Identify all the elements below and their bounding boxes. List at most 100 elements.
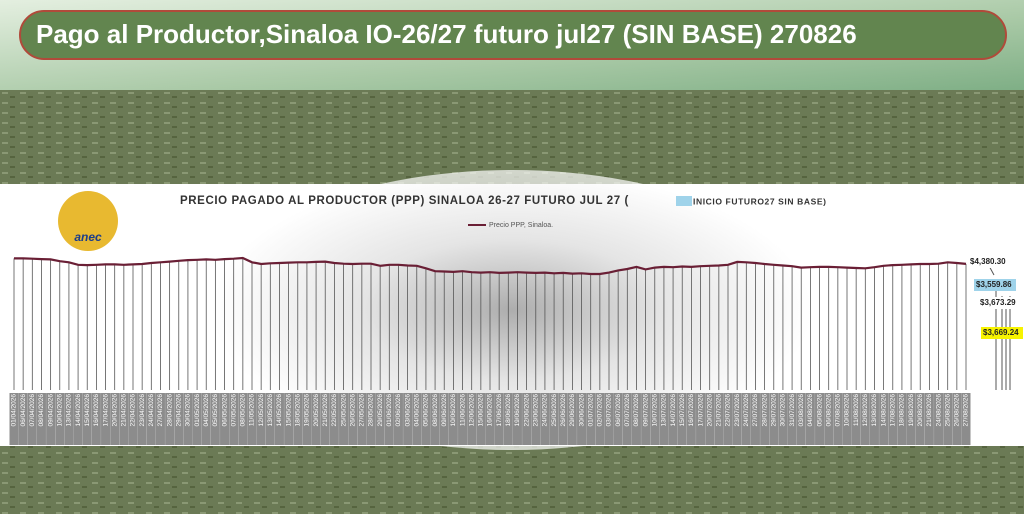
legend-box-text: INICIO FUTURO27 SIN BASE) — [693, 196, 827, 206]
x-tick-label: 01/05/2026 — [194, 394, 201, 427]
x-tick-label: 19/05/2026 — [304, 394, 311, 427]
x-label-bg — [339, 393, 349, 445]
x-label-bg — [869, 393, 879, 445]
x-tick-label: 06/05/2026 — [221, 394, 228, 427]
x-label-bg — [174, 393, 184, 445]
x-label-bg — [448, 393, 458, 445]
chart-title: PRECIO PAGADO AL PRODUCTOR (PPP) SINALOA… — [180, 195, 629, 207]
x-tick-label: 05/08/2026 — [816, 394, 823, 427]
x-tick-label: 20/07/2026 — [706, 394, 713, 427]
annotation-box — [978, 297, 1020, 309]
x-tick-label: 25/05/2026 — [340, 394, 347, 427]
x-label-bg — [458, 393, 468, 445]
x-label-bg — [732, 393, 742, 445]
x-tick-label: 13/07/2026 — [661, 394, 668, 427]
x-label-bg — [952, 393, 962, 445]
x-tick-label: 21/04/2026 — [121, 394, 128, 427]
x-tick-label: 16/04/2026 — [93, 394, 100, 427]
x-label-bg — [128, 393, 138, 445]
x-label-bg — [238, 393, 248, 445]
x-tick-label: 21/08/2026 — [926, 394, 933, 427]
x-label-bg — [934, 393, 944, 445]
x-label-bg — [531, 393, 541, 445]
x-tick-label: 29/06/2026 — [569, 394, 576, 427]
banner-title: Pago al Productor,Sinaloa IO-26/27 futur… — [36, 19, 857, 49]
x-tick-label: 27/08/2026 — [963, 394, 970, 427]
x-label-bg — [787, 393, 797, 445]
x-label-bg — [961, 393, 971, 445]
x-tick-label: 29/05/2026 — [377, 394, 384, 427]
x-label-bg — [284, 393, 294, 445]
x-label-bg — [769, 393, 779, 445]
x-label-bg — [897, 393, 907, 445]
x-label-bg — [91, 393, 101, 445]
x-label-bg — [622, 393, 632, 445]
x-tick-label: 12/05/2026 — [258, 394, 265, 427]
x-label-bg — [750, 393, 760, 445]
x-label-bg — [494, 393, 504, 445]
x-label-bg — [155, 393, 165, 445]
annotation-label: $3,673.29 — [980, 298, 1016, 307]
x-tick-label: 10/08/2026 — [844, 394, 851, 427]
x-tick-label: 20/08/2026 — [917, 394, 924, 427]
x-label-bg — [595, 393, 605, 445]
x-tick-label: 04/05/2026 — [203, 394, 210, 427]
annotation-label: $4,380.30 — [970, 257, 1006, 266]
x-label-bg — [302, 393, 312, 445]
x-tick-label: 18/05/2026 — [294, 394, 301, 427]
annotation-label: $3,559.86 — [976, 280, 1012, 289]
x-tick-label: 03/07/2026 — [606, 394, 613, 427]
x-label-bg — [659, 393, 669, 445]
x-label-bg — [522, 393, 532, 445]
x-label-bg — [384, 393, 394, 445]
x-tick-label: 23/06/2026 — [532, 394, 539, 427]
x-label-bg — [604, 393, 614, 445]
x-label-bg — [815, 393, 825, 445]
x-label-bg — [512, 393, 522, 445]
x-label-bg — [686, 393, 696, 445]
x-tick-label: 16/07/2026 — [688, 394, 695, 427]
logo — [58, 191, 118, 251]
x-label-bg — [577, 393, 587, 445]
x-tick-label: 15/04/2026 — [84, 394, 91, 427]
x-label-bg — [796, 393, 806, 445]
x-tick-label: 25/06/2026 — [551, 394, 558, 427]
x-tick-label: 10/06/2026 — [450, 394, 457, 427]
x-tick-label: 19/06/2026 — [514, 394, 521, 427]
x-tick-label: 17/08/2026 — [889, 394, 896, 427]
x-label-bg — [9, 393, 19, 445]
x-tick-label: 04/08/2026 — [807, 394, 814, 427]
x-label-bg — [586, 393, 596, 445]
x-tick-label: 22/06/2026 — [523, 394, 530, 427]
x-label-bg — [192, 393, 202, 445]
x-tick-label: 10/04/2026 — [56, 394, 63, 427]
x-label-bg — [220, 393, 230, 445]
legend-swatch — [676, 196, 692, 206]
x-tick-label: 02/06/2026 — [395, 394, 402, 427]
x-tick-label: 23/04/2026 — [139, 394, 146, 427]
x-label-bg — [403, 393, 413, 445]
x-tick-label: 16/06/2026 — [487, 394, 494, 427]
x-tick-label: 30/07/2026 — [780, 394, 787, 427]
x-tick-label: 27/05/2026 — [359, 394, 366, 427]
x-label-bg — [311, 393, 321, 445]
x-label-bg — [18, 393, 28, 445]
x-tick-label: 21/07/2026 — [716, 394, 723, 427]
x-label-bg — [888, 393, 898, 445]
x-label-bg — [119, 393, 129, 445]
x-tick-label: 17/04/2026 — [102, 394, 109, 427]
x-label-bg — [210, 393, 220, 445]
x-label-bg — [714, 393, 724, 445]
x-label-bg — [485, 393, 495, 445]
x-tick-label: 01/04/2026 — [11, 394, 18, 427]
x-label-bg — [73, 393, 83, 445]
x-tick-label: 23/07/2026 — [734, 394, 741, 427]
x-tick-label: 18/08/2026 — [899, 394, 906, 427]
x-tick-label: 26/08/2026 — [954, 394, 961, 427]
x-tick-label: 28/07/2026 — [761, 394, 768, 427]
x-label-bg — [137, 393, 147, 445]
x-label-bg — [760, 393, 770, 445]
x-label-bg — [265, 393, 275, 445]
x-label-bg — [906, 393, 916, 445]
x-label-bg — [467, 393, 477, 445]
